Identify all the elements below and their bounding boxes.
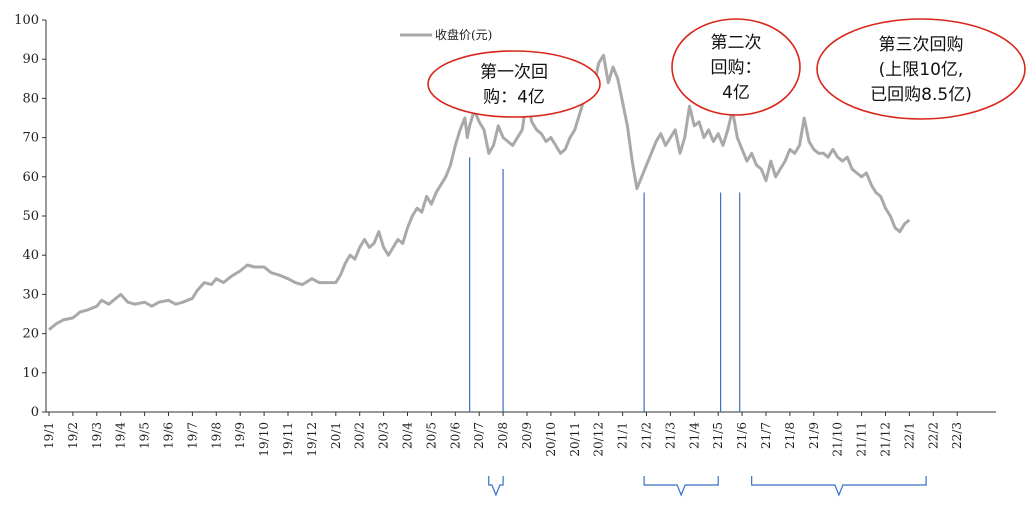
- x-tick-label: 19/3: [90, 422, 104, 449]
- x-tick-label: 21/2: [640, 422, 654, 449]
- period-bracket: [488, 476, 504, 497]
- annotation-ellipse: [816, 18, 1026, 120]
- x-tick-label: 20/4: [401, 422, 415, 449]
- y-tick-label: 30: [22, 287, 39, 302]
- y-tick-label: 60: [22, 170, 39, 185]
- x-tick-label: 21/3: [663, 422, 677, 449]
- annotation-text: 4亿: [722, 83, 750, 103]
- period-bracket: [643, 476, 719, 497]
- x-tick-label: 19/2: [66, 422, 80, 449]
- x-tick-label: 21/11: [855, 422, 869, 457]
- annotation-text: 第一次回: [480, 63, 548, 83]
- x-tick-label: 19/11: [281, 422, 295, 457]
- y-tick-label: 10: [22, 366, 39, 381]
- y-tick-label: 90: [22, 52, 39, 67]
- annotation-text: 回购：: [711, 58, 762, 78]
- annotation-text: 已回购8.5亿): [870, 85, 972, 105]
- y-tick-label: 20: [22, 327, 39, 342]
- x-tick-label: 22/2: [926, 422, 940, 449]
- x-tick-label: 20/5: [424, 422, 438, 449]
- x-tick-label: 20/8: [496, 422, 510, 449]
- x-tick-label: 19/5: [138, 422, 152, 449]
- annotation-ellipse: [671, 18, 801, 116]
- x-tick-label: 21/1: [616, 422, 630, 449]
- x-tick-label: 19/4: [114, 422, 128, 449]
- x-tick-label: 21/9: [807, 422, 821, 449]
- x-tick-label: 19/12: [305, 422, 319, 457]
- legend: 收盘价(元): [400, 27, 492, 42]
- x-tick-label: 20/3: [377, 422, 391, 449]
- x-tick-label: 19/10: [257, 422, 271, 457]
- x-tick-label: 19/6: [162, 422, 176, 449]
- x-tick-label: 19/8: [209, 422, 223, 449]
- x-tick-label: 22/3: [950, 422, 964, 449]
- x-tick-label: 20/10: [544, 422, 558, 457]
- x-tick-label: 21/5: [711, 422, 725, 449]
- annotation-text: 第二次: [711, 33, 762, 53]
- period-bracket: [751, 476, 927, 497]
- x-tick-label: 20/11: [568, 422, 582, 457]
- period-brackets: [488, 476, 927, 497]
- x-tick-label: 21/8: [783, 422, 797, 449]
- x-tick-label: 19/1: [42, 422, 56, 449]
- y-axis: 0 10 20 30 40 50 60 70 80 90 100: [14, 13, 47, 420]
- repurchase-markers: [469, 157, 741, 412]
- annotation-text: 购：4亿: [483, 88, 545, 108]
- x-tick-label: 21/6: [735, 422, 749, 449]
- y-tick-label: 50: [22, 209, 39, 224]
- y-tick-label: 100: [14, 13, 39, 28]
- legend-label: 收盘价(元): [435, 27, 492, 42]
- annotation-ellipse: [427, 50, 601, 118]
- x-tick-label: 21/12: [879, 422, 893, 457]
- y-tick-label: 70: [22, 131, 39, 146]
- x-tick-label: 21/4: [687, 422, 701, 449]
- x-tick-label: 19/7: [185, 422, 199, 449]
- x-tick-label: 19/9: [233, 422, 247, 449]
- x-tick-label: 21/10: [831, 422, 845, 457]
- annotation-text: 第三次回购: [879, 35, 964, 55]
- x-axis: 19/1 19/2 19/3 19/4 19/5 19/6 19/7 19/8 19/9 19/1…: [42, 411, 996, 457]
- x-tick-label: 21/7: [759, 422, 773, 449]
- y-tick-label: 0: [31, 405, 39, 420]
- x-tick-label: 20/12: [592, 422, 606, 457]
- y-tick-label: 40: [22, 248, 39, 263]
- x-tick-label: 20/9: [520, 422, 534, 449]
- x-tick-label: 22/1: [902, 422, 916, 449]
- x-tick-label: 20/1: [329, 422, 343, 449]
- x-tick-label: 20/2: [353, 422, 367, 449]
- x-tick-label: 20/7: [472, 422, 486, 449]
- y-tick-label: 80: [22, 91, 39, 106]
- x-tick-label: 20/6: [448, 422, 462, 449]
- annotation-text: (上限10亿,: [879, 60, 964, 80]
